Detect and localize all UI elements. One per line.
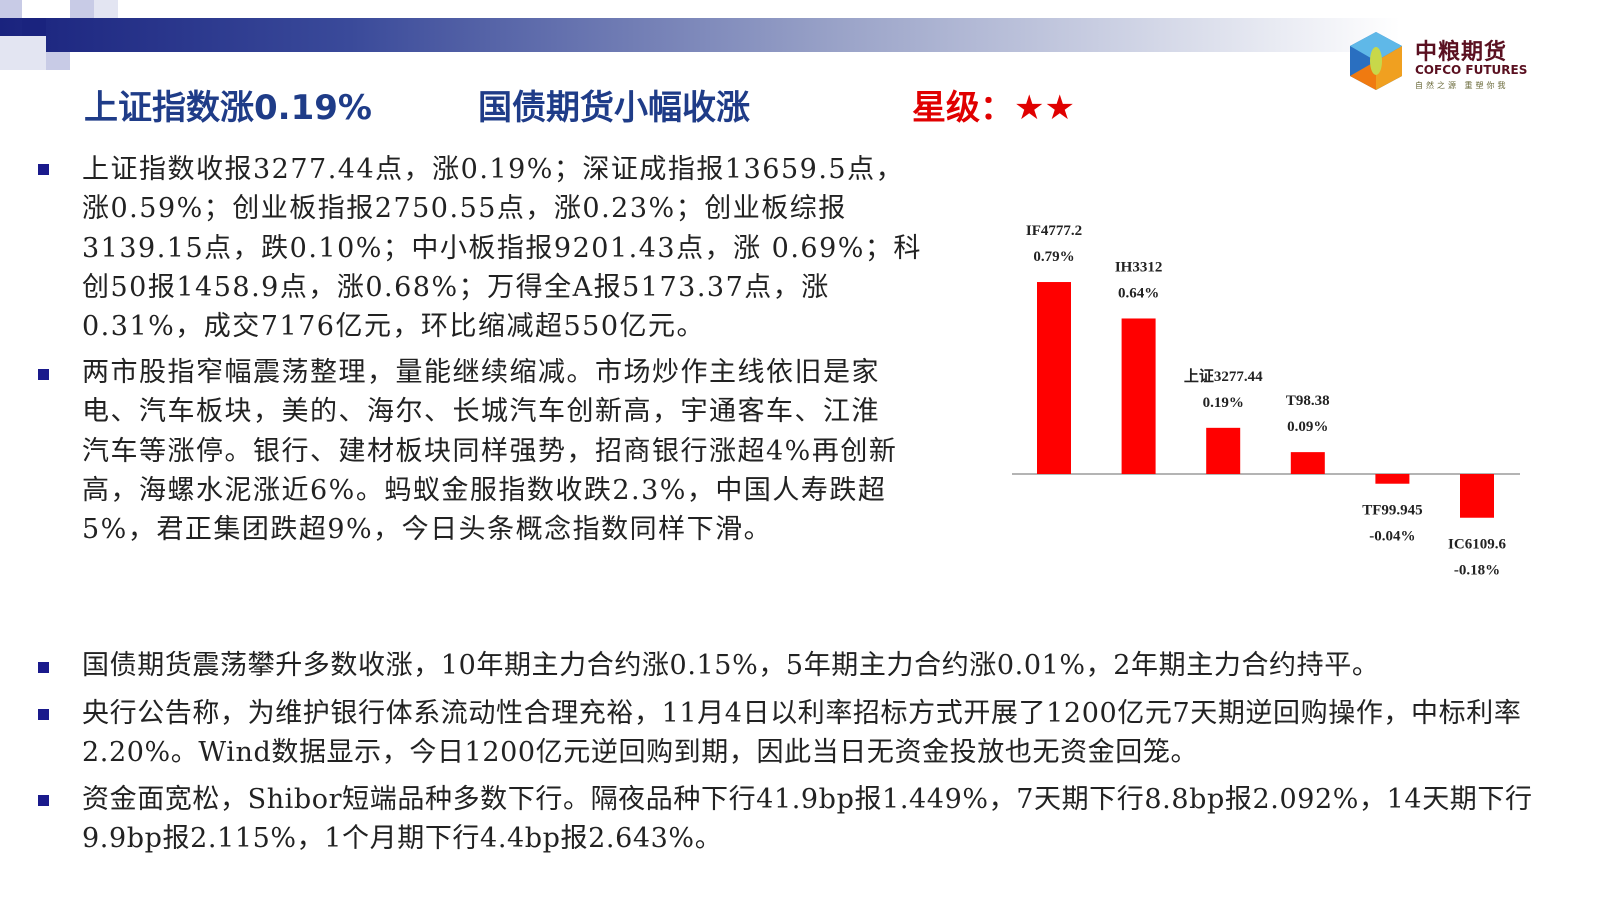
decor-square	[0, 36, 46, 70]
chart-bar	[1037, 282, 1071, 474]
bar-value-label: 0.64%	[1118, 285, 1159, 301]
bar-value-label: -0.04%	[1369, 529, 1415, 545]
bullet-icon	[38, 795, 49, 806]
chart-bar	[1460, 474, 1494, 518]
rating: 星级：★★	[912, 80, 1075, 129]
paragraph-pboc: 央行公告称，为维护银行体系流动性合理充裕，11月4日以利率招标方式开展了1200…	[82, 698, 1522, 769]
decor-square	[22, 18, 46, 36]
chart-bar	[1375, 474, 1410, 484]
cofco-logo: 中粮期货 COFCO FUTURES 自然之源 重塑你我	[1345, 30, 1555, 95]
bar-value-label: 0.09%	[1287, 419, 1328, 435]
header-gradient-bar	[0, 18, 1400, 52]
title-shanghai-index: 上证指数涨0.19%	[84, 88, 372, 128]
rating-label: 星级：	[912, 88, 1014, 128]
bullet-icon	[38, 164, 49, 175]
bar-category-label: 上证3277.44	[1184, 367, 1263, 385]
bullet-icon	[38, 662, 49, 673]
chart-bar	[1290, 452, 1325, 474]
bar-value-label: 0.79%	[1033, 249, 1074, 265]
chart-bar	[1206, 427, 1241, 474]
logo-text-cn: 中粮期货	[1415, 40, 1508, 65]
logo-text-en: COFCO FUTURES	[1415, 63, 1528, 77]
bar-category-label: IF4777.2	[1026, 223, 1082, 239]
decor-square	[46, 52, 70, 70]
bullet-icon	[38, 709, 49, 720]
paragraph-shibor: 资金面宽松，Shibor短端品种多数下行。隔夜品种下行41.9bp报1.449%…	[82, 784, 1533, 855]
paragraph-index-summary: 上证指数收报3277.44点，涨0.19%；深证成指报13659.5点，涨0.5…	[82, 154, 922, 343]
chart-bar	[1121, 318, 1156, 474]
title-bond-futures: 国债期货小幅收涨	[478, 88, 750, 128]
logo-slogan: 自然之源 重塑你我	[1415, 81, 1509, 90]
decor-square	[70, 0, 94, 18]
paragraph-bond-futures: 国债期货震荡攀升多数收涨，10年期主力合约涨0.15%，5年期主力合约涨0.01…	[82, 650, 1380, 681]
bar-category-label: TF99.945	[1362, 503, 1422, 519]
bullet-icon	[38, 369, 49, 380]
logo-cube-icon	[1350, 32, 1402, 90]
bar-category-label: IC6109.6	[1448, 537, 1506, 553]
decor-square	[94, 0, 118, 18]
paragraph-market-commentary: 两市股指窄幅震荡整理，量能继续缩减。市场炒作主线依旧是家电、汽车板块，美的、海尔…	[82, 357, 898, 546]
bar-value-label: -0.18%	[1454, 563, 1500, 579]
decor-square	[0, 0, 22, 18]
bar-value-label: 0.19%	[1203, 395, 1244, 411]
star-icon: ★★	[1014, 88, 1075, 128]
bar-category-label: IH3312	[1115, 259, 1163, 275]
bar-category-label: T98.38	[1286, 393, 1330, 409]
